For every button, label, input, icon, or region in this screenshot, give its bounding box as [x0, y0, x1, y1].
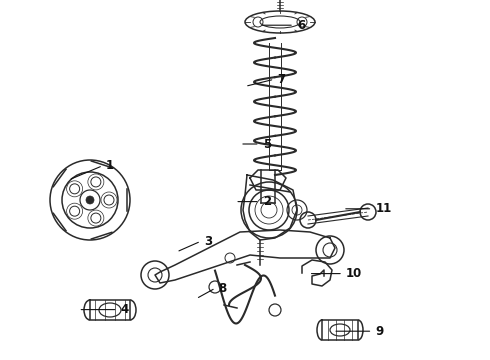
Text: 4: 4	[121, 303, 129, 316]
Text: 8: 8	[219, 282, 227, 294]
Text: 1: 1	[106, 159, 114, 172]
Text: 6: 6	[297, 19, 305, 32]
Text: 7: 7	[277, 73, 286, 86]
Text: 2: 2	[263, 195, 271, 208]
Text: 10: 10	[346, 267, 362, 280]
Text: 9: 9	[375, 325, 384, 338]
Circle shape	[86, 196, 94, 204]
Text: 5: 5	[263, 138, 271, 150]
Text: 3: 3	[204, 235, 212, 248]
Text: 11: 11	[375, 202, 392, 215]
